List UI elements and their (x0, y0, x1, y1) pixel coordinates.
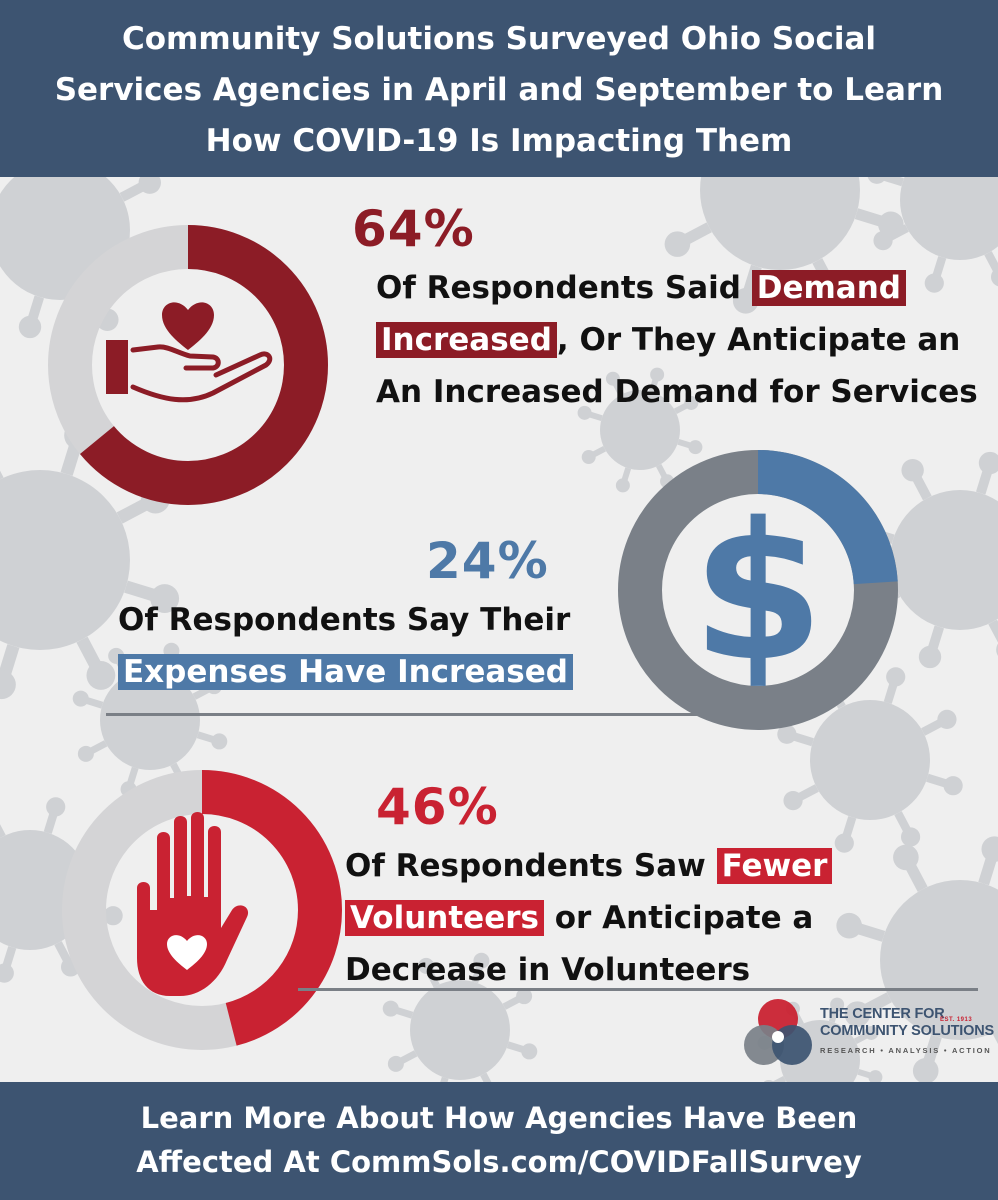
stat-text-volunteers: Of Respondents Saw Fewer Volunteers or A… (345, 840, 833, 996)
stat-text-expenses-line-1: Of Respondents Say Their (118, 602, 571, 638)
highlight-increased: Increased (376, 322, 557, 358)
donut-value-demand (48, 225, 328, 505)
highlight-fewer: Fewer (716, 848, 833, 884)
stat-text-volunteers-part-1: Of Respondents Saw (345, 848, 717, 884)
header-banner: Community Solutions Surveyed Ohio Social… (0, 0, 998, 177)
dollar-sign-icon: $ (692, 482, 824, 703)
highlight-demand: Demand (751, 270, 906, 306)
highlight-expenses: Expenses Have Increased (118, 654, 573, 690)
raised-hand-heart-icon (137, 812, 249, 996)
header-line-2: Services Agencies in April and September… (54, 72, 944, 108)
logo-wordmark: THE CENTER FOR COMMUNITY SOLUTIONS EST. … (820, 1006, 994, 1059)
footer-line-1: Learn More About How Agencies Have Been (140, 1101, 858, 1135)
logo-est: EST. 1913 (940, 1017, 973, 1023)
stat-text-demand: Of Respondents Said Demand Increased, Or… (376, 262, 978, 418)
stat-value-volunteers: 46% (376, 778, 499, 836)
logo-tagline: RESEARCH • ANALYSIS • ACTION (820, 1046, 992, 1055)
donut-chart-volunteers (62, 770, 342, 1050)
donut-value-expenses (618, 450, 898, 730)
stat-text-demand-part-2: , Or They Anticipate an (556, 322, 961, 358)
community-solutions-logo (744, 999, 812, 1065)
donut-chart-demand (48, 225, 328, 505)
donut-chart-expenses: $ (618, 450, 898, 730)
highlight-volunteers: Volunteers (345, 900, 544, 936)
stat-text-volunteers-part-2: or Anticipate a (543, 900, 814, 936)
stat-text-demand-part-3: An Increased Demand for Services (376, 374, 978, 410)
svg-text:$: $ (692, 482, 824, 703)
header-line-3: How COVID-19 Is Impacting Them (205, 123, 793, 159)
divider-line-2 (298, 988, 978, 991)
donut-value-volunteers (62, 770, 342, 1050)
logo-line-2: COMMUNITY SOLUTIONS (820, 1023, 994, 1039)
logo-line-1: THE CENTER FOR (820, 1006, 945, 1022)
header-line-1: Community Solutions Surveyed Ohio Social (121, 21, 877, 57)
divider-line-1 (106, 713, 706, 716)
footer-banner: Learn More About How Agencies Have Been … (0, 1082, 998, 1200)
stat-text-volunteers-part-3: Decrease in Volunteers (345, 952, 751, 988)
stat-value-expenses: 24% (426, 532, 549, 590)
stat-value-demand: 64% (352, 200, 475, 258)
stat-text-demand-part-1: Of Respondents Said (376, 270, 752, 306)
stat-text-expenses: Of Respondents Say Their Expenses Have I… (118, 594, 573, 698)
footer-line-2: Affected At CommSols.com/COVIDFallSurvey (136, 1145, 862, 1179)
heart-in-hand-icon (106, 302, 273, 403)
